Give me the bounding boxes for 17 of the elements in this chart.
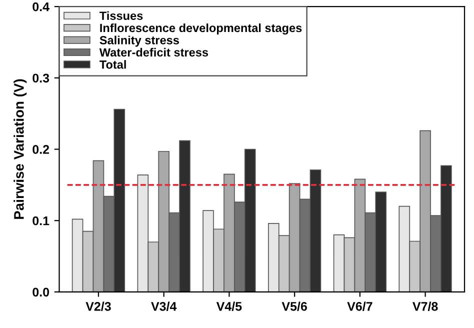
x-tick-label: V7/8 bbox=[412, 302, 438, 311]
legend-label: Salinity stress bbox=[100, 36, 179, 47]
y-tick-label: 0.4 bbox=[32, 2, 50, 12]
x-tick-label: V6/7 bbox=[347, 302, 372, 311]
x-tick-label: V2/3 bbox=[86, 302, 111, 311]
y-tick-label: 0.3 bbox=[32, 74, 50, 83]
y-tick-label: 0.1 bbox=[32, 216, 50, 226]
y-tick-label: 0.2 bbox=[32, 145, 50, 154]
x-tick-label: V5/6 bbox=[282, 302, 307, 311]
y-tick-label: 0.0 bbox=[32, 288, 50, 297]
x-tick-label: V3/4 bbox=[151, 302, 177, 311]
legend-label: Water-deficit stress bbox=[99, 48, 208, 57]
y-axis-title: Pairwise Variation (V) bbox=[14, 79, 27, 219]
x-tick-label: V4/5 bbox=[216, 302, 242, 311]
legend-label: Tissues bbox=[100, 11, 143, 20]
legend-label: Total bbox=[100, 60, 126, 69]
legend-label: Inflorescence developmental stages bbox=[100, 23, 302, 35]
